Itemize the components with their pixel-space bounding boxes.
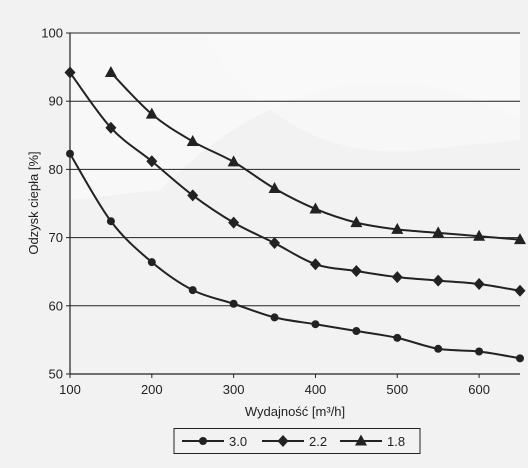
legend-label-1.8: 1.8 [387, 434, 405, 449]
legend-marker-3.0 [199, 437, 207, 445]
x-tick-label-500: 500 [386, 382, 408, 397]
x-tick-label-100: 100 [59, 382, 81, 397]
data-point-3.0-400 [311, 320, 319, 328]
y-tick-label-80: 80 [49, 162, 63, 177]
x-axis-label: Wydajność [m³/h] [245, 404, 345, 419]
y-tick-label-50: 50 [49, 367, 63, 382]
y-tick-label-100: 100 [41, 26, 63, 41]
data-point-3.0-100 [66, 150, 74, 158]
data-point-3.0-600 [475, 347, 483, 355]
x-tick-label-300: 300 [223, 382, 245, 397]
legend-label-3.0: 3.0 [229, 434, 247, 449]
legend: 3.0 2.2 1.8 [174, 429, 420, 454]
y-tick-label-60: 60 [49, 298, 63, 313]
data-point-3.0-650 [516, 354, 524, 362]
y-tick-label-90: 90 [49, 94, 63, 109]
x-tick-label-200: 200 [141, 382, 163, 397]
data-point-3.0-450 [352, 327, 360, 335]
data-point-3.0-250 [189, 286, 197, 294]
legend-label-2.2: 2.2 [309, 434, 327, 449]
y-axis-label: Odzysk ciepła [%] [26, 151, 41, 254]
data-point-3.0-300 [230, 300, 238, 308]
data-point-3.0-150 [107, 217, 115, 225]
y-tick-label-70: 70 [49, 230, 63, 245]
x-tick-label-400: 400 [305, 382, 327, 397]
x-tick-label-600: 600 [468, 382, 490, 397]
data-point-3.0-550 [434, 345, 442, 353]
data-point-3.0-500 [393, 334, 401, 342]
data-point-3.0-200 [148, 258, 156, 266]
data-point-3.0-350 [271, 313, 279, 321]
